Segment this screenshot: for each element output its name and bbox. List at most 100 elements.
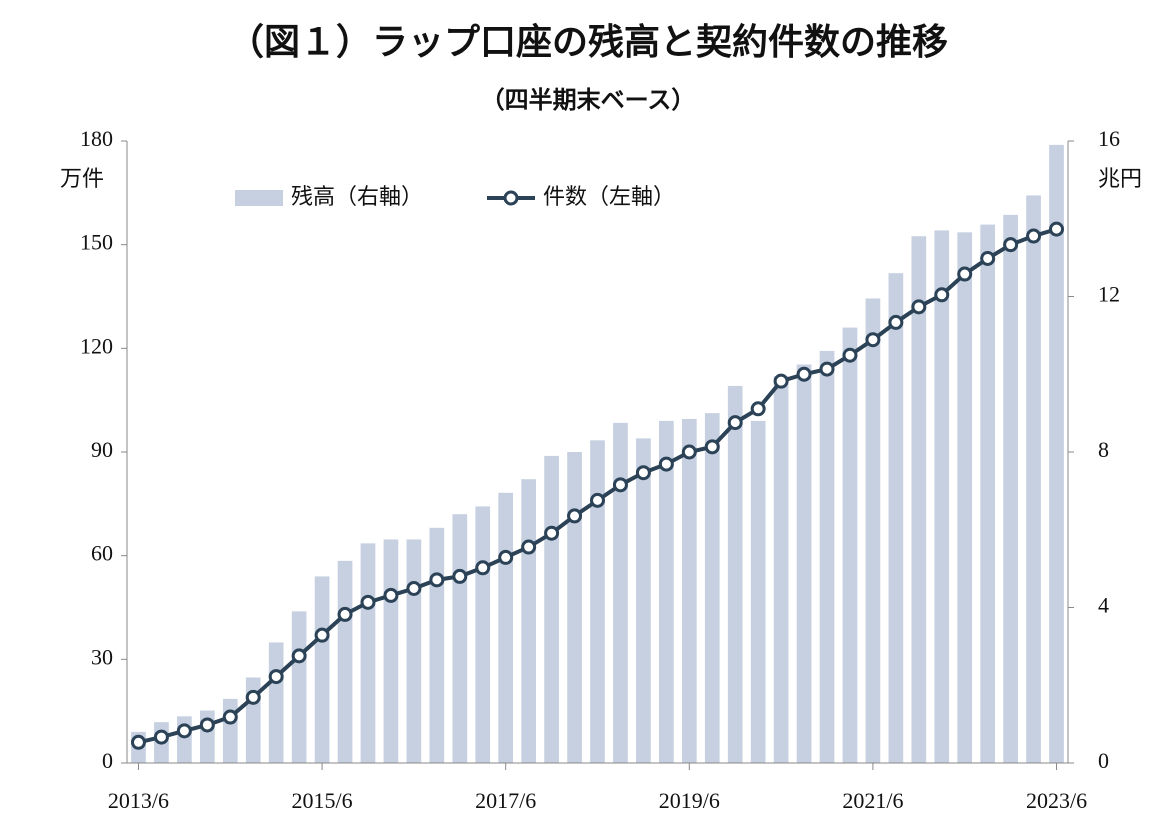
point — [888, 314, 904, 330]
bar — [498, 492, 514, 763]
point — [635, 465, 651, 481]
point — [727, 415, 743, 431]
bar — [934, 230, 950, 764]
x-tick-label: 2023/6 — [1026, 788, 1087, 813]
point — [704, 439, 720, 455]
point — [750, 401, 766, 417]
bar — [1049, 144, 1064, 763]
y-tick-label: 60 — [91, 541, 113, 566]
bar — [314, 576, 330, 763]
legend-swatch — [235, 190, 283, 206]
bar — [773, 376, 789, 763]
y2-axis-unit: 兆円 — [1098, 167, 1142, 192]
bar — [957, 232, 973, 763]
point — [153, 729, 169, 745]
bar — [888, 273, 904, 763]
y2-tick-label: 16 — [1098, 126, 1120, 151]
y-tick-label: 0 — [102, 748, 113, 773]
bar — [1003, 214, 1018, 764]
bar — [337, 560, 353, 763]
bar — [980, 224, 996, 764]
point — [1026, 228, 1042, 244]
point — [406, 580, 422, 596]
point — [498, 549, 514, 565]
bar — [406, 539, 422, 763]
y-tick-label: 120 — [80, 333, 113, 358]
bar — [704, 413, 720, 763]
bar — [544, 455, 559, 763]
point — [268, 669, 284, 685]
point — [658, 456, 674, 472]
y2-tick-label: 0 — [1098, 748, 1109, 773]
point — [130, 734, 146, 750]
point — [819, 361, 835, 377]
y-axis-unit: 万件 — [60, 167, 104, 192]
point — [176, 723, 192, 739]
point — [1003, 237, 1019, 253]
bar — [681, 418, 697, 763]
bar — [521, 479, 536, 763]
bar — [452, 514, 468, 763]
x-tick-label: 2013/6 — [108, 788, 169, 813]
point — [773, 373, 789, 389]
point — [590, 492, 605, 508]
point — [452, 568, 468, 584]
bar — [750, 420, 766, 763]
bar — [865, 298, 881, 763]
point — [337, 606, 353, 622]
legend-label: 件数（左軸） — [543, 185, 675, 210]
x-tick-label: 2019/6 — [659, 788, 720, 813]
point — [383, 587, 399, 603]
bar — [429, 527, 445, 763]
point — [222, 709, 238, 725]
y2-tick-label: 12 — [1098, 282, 1120, 307]
bar — [222, 698, 238, 763]
x-tick-label: 2021/6 — [842, 788, 903, 813]
legend-swatch — [503, 190, 519, 206]
bar — [383, 539, 399, 763]
point — [865, 332, 881, 348]
y2-tick-label: 4 — [1098, 593, 1109, 618]
y-tick-label: 30 — [91, 644, 113, 669]
y-tick-label: 180 — [80, 126, 113, 151]
point — [245, 689, 261, 705]
point — [360, 594, 376, 610]
point — [314, 627, 330, 643]
point — [842, 347, 858, 363]
bar — [842, 327, 858, 763]
point — [291, 648, 307, 664]
bar — [268, 642, 284, 763]
point — [681, 444, 697, 460]
point — [521, 539, 537, 555]
bar — [475, 506, 491, 763]
bar — [613, 422, 628, 763]
y-tick-label: 90 — [91, 437, 113, 462]
bar — [796, 364, 812, 763]
bar — [1026, 195, 1041, 764]
bar — [636, 438, 651, 763]
point — [199, 717, 215, 733]
x-tick-label: 2017/6 — [475, 788, 536, 813]
point — [567, 508, 583, 524]
bar — [819, 350, 835, 763]
y-tick-label: 150 — [80, 230, 113, 255]
chart-title: （図１）ラップ口座の残高と契約件数の推移 — [228, 22, 948, 63]
point — [544, 525, 560, 541]
bar — [727, 385, 743, 763]
x-tick-label: 2015/6 — [292, 788, 353, 813]
point — [980, 250, 996, 266]
bar — [567, 452, 582, 763]
point — [612, 477, 628, 493]
chart-subtitle: （四半期末ベース） — [481, 86, 696, 114]
bar — [590, 440, 605, 763]
point — [934, 287, 950, 303]
point — [957, 266, 973, 282]
legend-label: 残高（右軸） — [291, 185, 423, 210]
bar — [659, 420, 674, 763]
bar — [360, 543, 376, 763]
point — [429, 572, 445, 588]
y2-tick-label: 8 — [1098, 437, 1109, 462]
point — [1049, 221, 1065, 237]
point — [475, 560, 491, 576]
